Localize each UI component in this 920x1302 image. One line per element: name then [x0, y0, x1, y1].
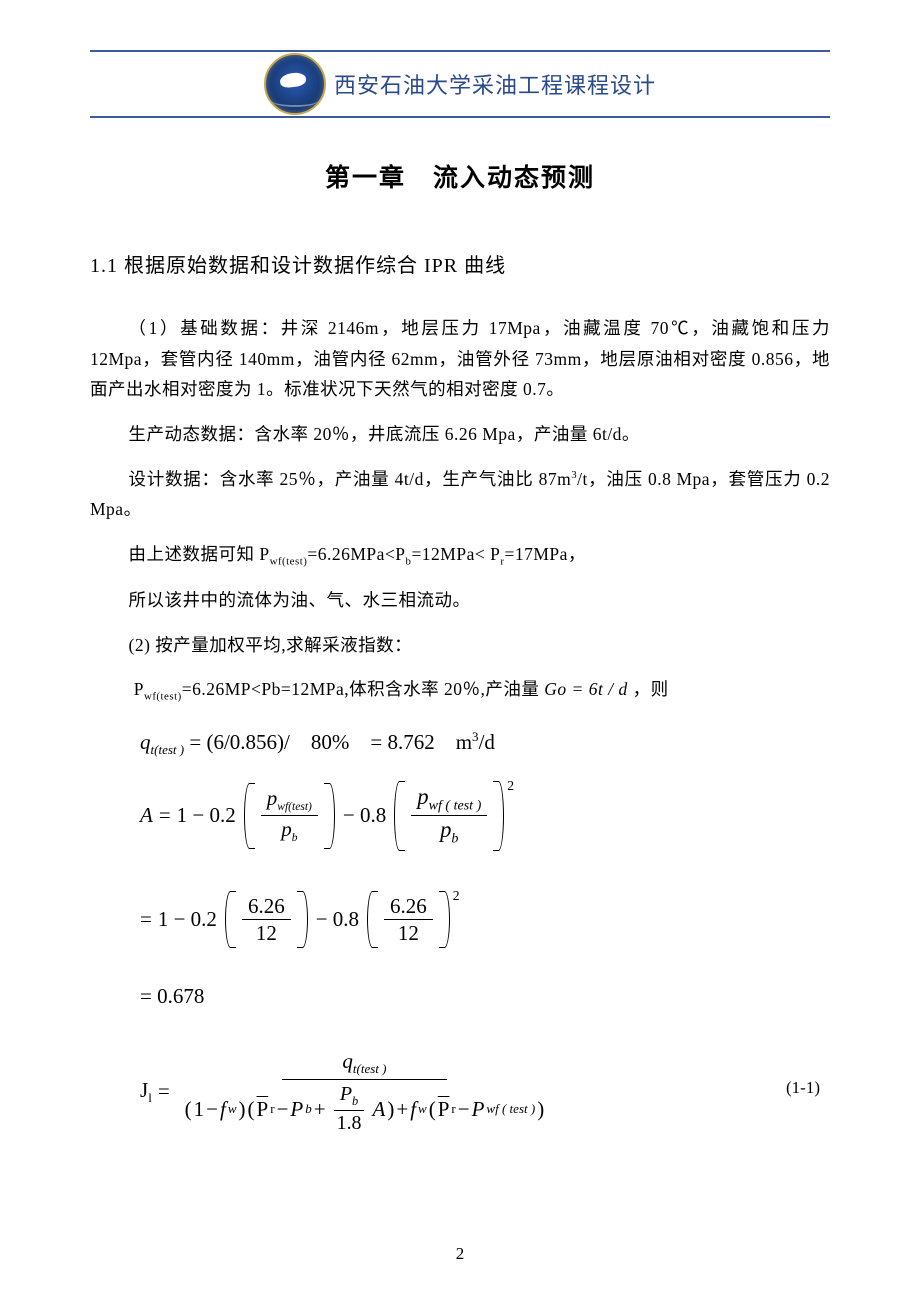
text: 1 − 0.2 [158, 906, 217, 933]
text: − 0.8 [316, 906, 359, 933]
subscript-r: r [451, 1102, 455, 1116]
subscript-r: r [270, 1102, 274, 1116]
header-title: 西安石油大学采油工程课程设计 [334, 68, 656, 100]
page: 西安石油大学采油工程课程设计 第一章 流入动态预测 1.1 根据原始数据和设计数… [0, 0, 920, 1302]
open-paren: ( [429, 1098, 436, 1120]
subscript-ttest: t(test ) [151, 742, 185, 757]
subscript-w: w [228, 1102, 237, 1116]
text: − 0.8 [343, 802, 386, 829]
den: 12 [392, 920, 425, 944]
den: 12 [250, 920, 283, 944]
subscript-wftest: wf ( test ) [486, 1102, 535, 1116]
text: =6.26MPa<P [307, 544, 405, 564]
exponent-2: 2 [507, 777, 514, 795]
subscript-wftest: wf ( test ) [429, 798, 482, 814]
text: = (6/0.856)/ 80% = 8.762 m [184, 730, 472, 754]
university-logo-icon [264, 53, 326, 115]
plus: + [396, 1098, 408, 1120]
text: 由上述数据可知 P [129, 544, 270, 564]
var-p: p [267, 786, 278, 810]
var-Pr-bar: P [257, 1098, 269, 1120]
subscript-w: w [418, 1102, 427, 1116]
var-A: A [140, 802, 153, 829]
var-Pr-bar: P [438, 1098, 450, 1120]
var-q: q [342, 1049, 353, 1073]
num-1: 1 [194, 1098, 205, 1120]
power-group: 6.26 12 2 [365, 891, 460, 948]
plus: + [314, 1098, 326, 1120]
text: ，则 [633, 679, 669, 699]
fraction: 6.26 12 [384, 895, 433, 944]
var-P: P [472, 1098, 485, 1120]
equals: = [140, 906, 152, 933]
paragraph-step2: (2) 按产量加权平均,求解采液指数： [90, 630, 830, 661]
equation-A-sub: = 1 − 0.2 6.26 12 − 0.8 6.2 [140, 891, 830, 948]
equation-A-def: A = 1 − 0.2 pwf(test) pb − 0.8 [140, 781, 830, 851]
text: =12MPa< P [411, 544, 500, 564]
paren-group: 6.26 12 [223, 891, 310, 948]
subscript-b: b [305, 1102, 312, 1116]
var-p: p [440, 817, 451, 842]
paragraph-three-phase: 所以该井中的流体为油、气、水三相流动。 [90, 585, 830, 616]
chapter-title: 第一章 流入动态预测 [90, 158, 830, 194]
text: 1 − 0.2 [177, 802, 236, 829]
fraction-inner: Pb 1.8 [331, 1084, 368, 1134]
page-header: 西安石油大学采油工程课程设计 [90, 50, 830, 118]
page-number: 2 [0, 1244, 920, 1264]
paragraph-design-data: 设计数据：含水率 25％，产油量 4t/d，生产气油比 87m3/t，油压 0.… [90, 464, 830, 525]
open-paren: ( [248, 1098, 255, 1120]
equals: = [158, 1078, 170, 1105]
fraction: 6.26 12 [242, 895, 291, 944]
math-go: Go = 6t / d [544, 679, 627, 699]
var-A: A [373, 1098, 386, 1120]
exponent-2: 2 [453, 887, 460, 905]
subscript-wftest: wf(test) [277, 801, 312, 813]
open-paren: ( [185, 1098, 192, 1120]
paragraph-basic-data: （1）基础数据：井深 2146m，地层压力 17Mpa，油藏温度 70℃，油藏饱… [90, 313, 830, 405]
var-p: p [281, 817, 292, 841]
var-q: q [140, 730, 151, 754]
equation-Jl: Jl = qt(test ) (1 − fw)(Pr − Pb + Pb [140, 1050, 553, 1134]
subscript-b: b [292, 833, 298, 845]
var-Pb: P [290, 1098, 303, 1120]
equals: = [159, 802, 171, 829]
close-paren: ) [537, 1098, 544, 1120]
text: 设计数据：含水率 25％，产油量 4t/d，生产气油比 87m [129, 469, 572, 489]
equation-qt: qt(test ) = (6/0.856)/ 80% = 8.762 m3/d [140, 729, 830, 759]
close-paren: ) [387, 1098, 394, 1120]
paren-group: pwf ( test ) pb [392, 781, 506, 851]
close-paren: ) [239, 1098, 246, 1120]
subscript-wftest: wf(test) [144, 691, 182, 703]
text: = 0.678 [140, 984, 204, 1008]
minus: − [206, 1098, 218, 1120]
var-J: Jl [140, 1077, 152, 1107]
paragraph-production-data: 生产动态数据：含水率 20％，井底流压 6.26 Mpa，产油量 6t/d。 [90, 419, 830, 450]
paragraph-pressure-relation: 由上述数据可知 Pwf(test)=6.26MPa<Pb=12MPa< Pr=1… [90, 539, 830, 571]
equation-number: (1-1) [786, 1078, 820, 1098]
paragraph-given: Pwf(test)=6.26MP<Pb=12MPa,体积含水率 20％,产油量 … [90, 674, 830, 706]
power-group: pwf ( test ) pb 2 [392, 781, 514, 851]
var-f: f [220, 1098, 226, 1120]
text: /d [479, 730, 495, 754]
equation-A-result: = 0.678 [140, 983, 830, 1010]
num: 6.26 [242, 895, 291, 920]
fraction: qt(test ) (1 − fw)(Pr − Pb + Pb 1.8 A) [179, 1050, 551, 1134]
var-f: f [410, 1098, 416, 1120]
subscript-b: b [451, 831, 458, 847]
subscript-ttest: t(test ) [353, 1061, 387, 1076]
text: =17MPa， [504, 544, 585, 564]
minus: − [277, 1098, 289, 1120]
minus: − [458, 1098, 470, 1120]
var-p: p [417, 784, 428, 809]
text: =6.26MP<Pb=12MPa,体积含水率 20％,产油量 [182, 679, 540, 699]
text: P [134, 679, 144, 699]
section-title: 1.1 根据原始数据和设计数据作综合 IPR 曲线 [90, 249, 830, 278]
fraction: pwf ( test ) pb [411, 785, 487, 847]
subscript-wftest: wf(test) [270, 555, 308, 567]
fraction: pwf(test) pb [261, 787, 318, 845]
paren-group: pwf(test) pb [242, 783, 337, 849]
paren-group: 6.26 12 [365, 891, 452, 948]
equation-Jl-row: Jl = qt(test ) (1 − fw)(Pr − Pb + Pb [90, 1032, 830, 1144]
num: 6.26 [384, 895, 433, 920]
